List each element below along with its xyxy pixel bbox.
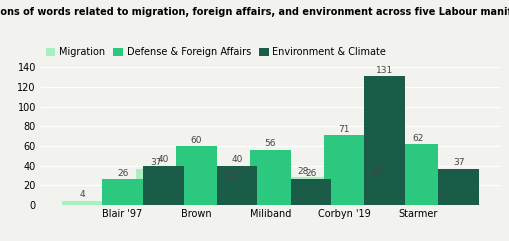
Bar — [282, 177, 323, 205]
Bar — [437, 168, 478, 205]
Bar — [209, 182, 249, 205]
Text: 23: 23 — [223, 172, 235, 181]
Text: 37: 37 — [452, 158, 464, 167]
Text: 28: 28 — [297, 167, 308, 176]
Bar — [62, 201, 102, 205]
Bar — [290, 179, 330, 205]
Bar — [356, 178, 397, 205]
Bar — [216, 166, 257, 205]
Bar — [143, 166, 183, 205]
Text: 60: 60 — [190, 135, 202, 145]
Bar — [102, 179, 143, 205]
Text: 37: 37 — [150, 158, 161, 167]
Text: 56: 56 — [264, 140, 275, 148]
Bar — [364, 76, 404, 205]
Bar — [323, 135, 364, 205]
Text: 131: 131 — [376, 66, 392, 75]
Text: 71: 71 — [338, 125, 349, 134]
Text: 27: 27 — [371, 168, 382, 177]
Bar — [176, 146, 216, 205]
Text: Mentions of words related to migration, foreign affairs, and environment across : Mentions of words related to migration, … — [0, 7, 509, 17]
Text: 26: 26 — [117, 169, 128, 178]
Text: 62: 62 — [411, 134, 423, 142]
Text: 26: 26 — [304, 169, 316, 178]
Text: 40: 40 — [231, 155, 242, 164]
Bar — [397, 144, 437, 205]
Legend: Migration, Defense & Foreign Affairs, Environment & Climate: Migration, Defense & Foreign Affairs, En… — [46, 47, 385, 57]
Bar — [135, 168, 176, 205]
Text: 40: 40 — [157, 155, 168, 164]
Text: 4: 4 — [79, 190, 84, 200]
Bar — [249, 150, 290, 205]
